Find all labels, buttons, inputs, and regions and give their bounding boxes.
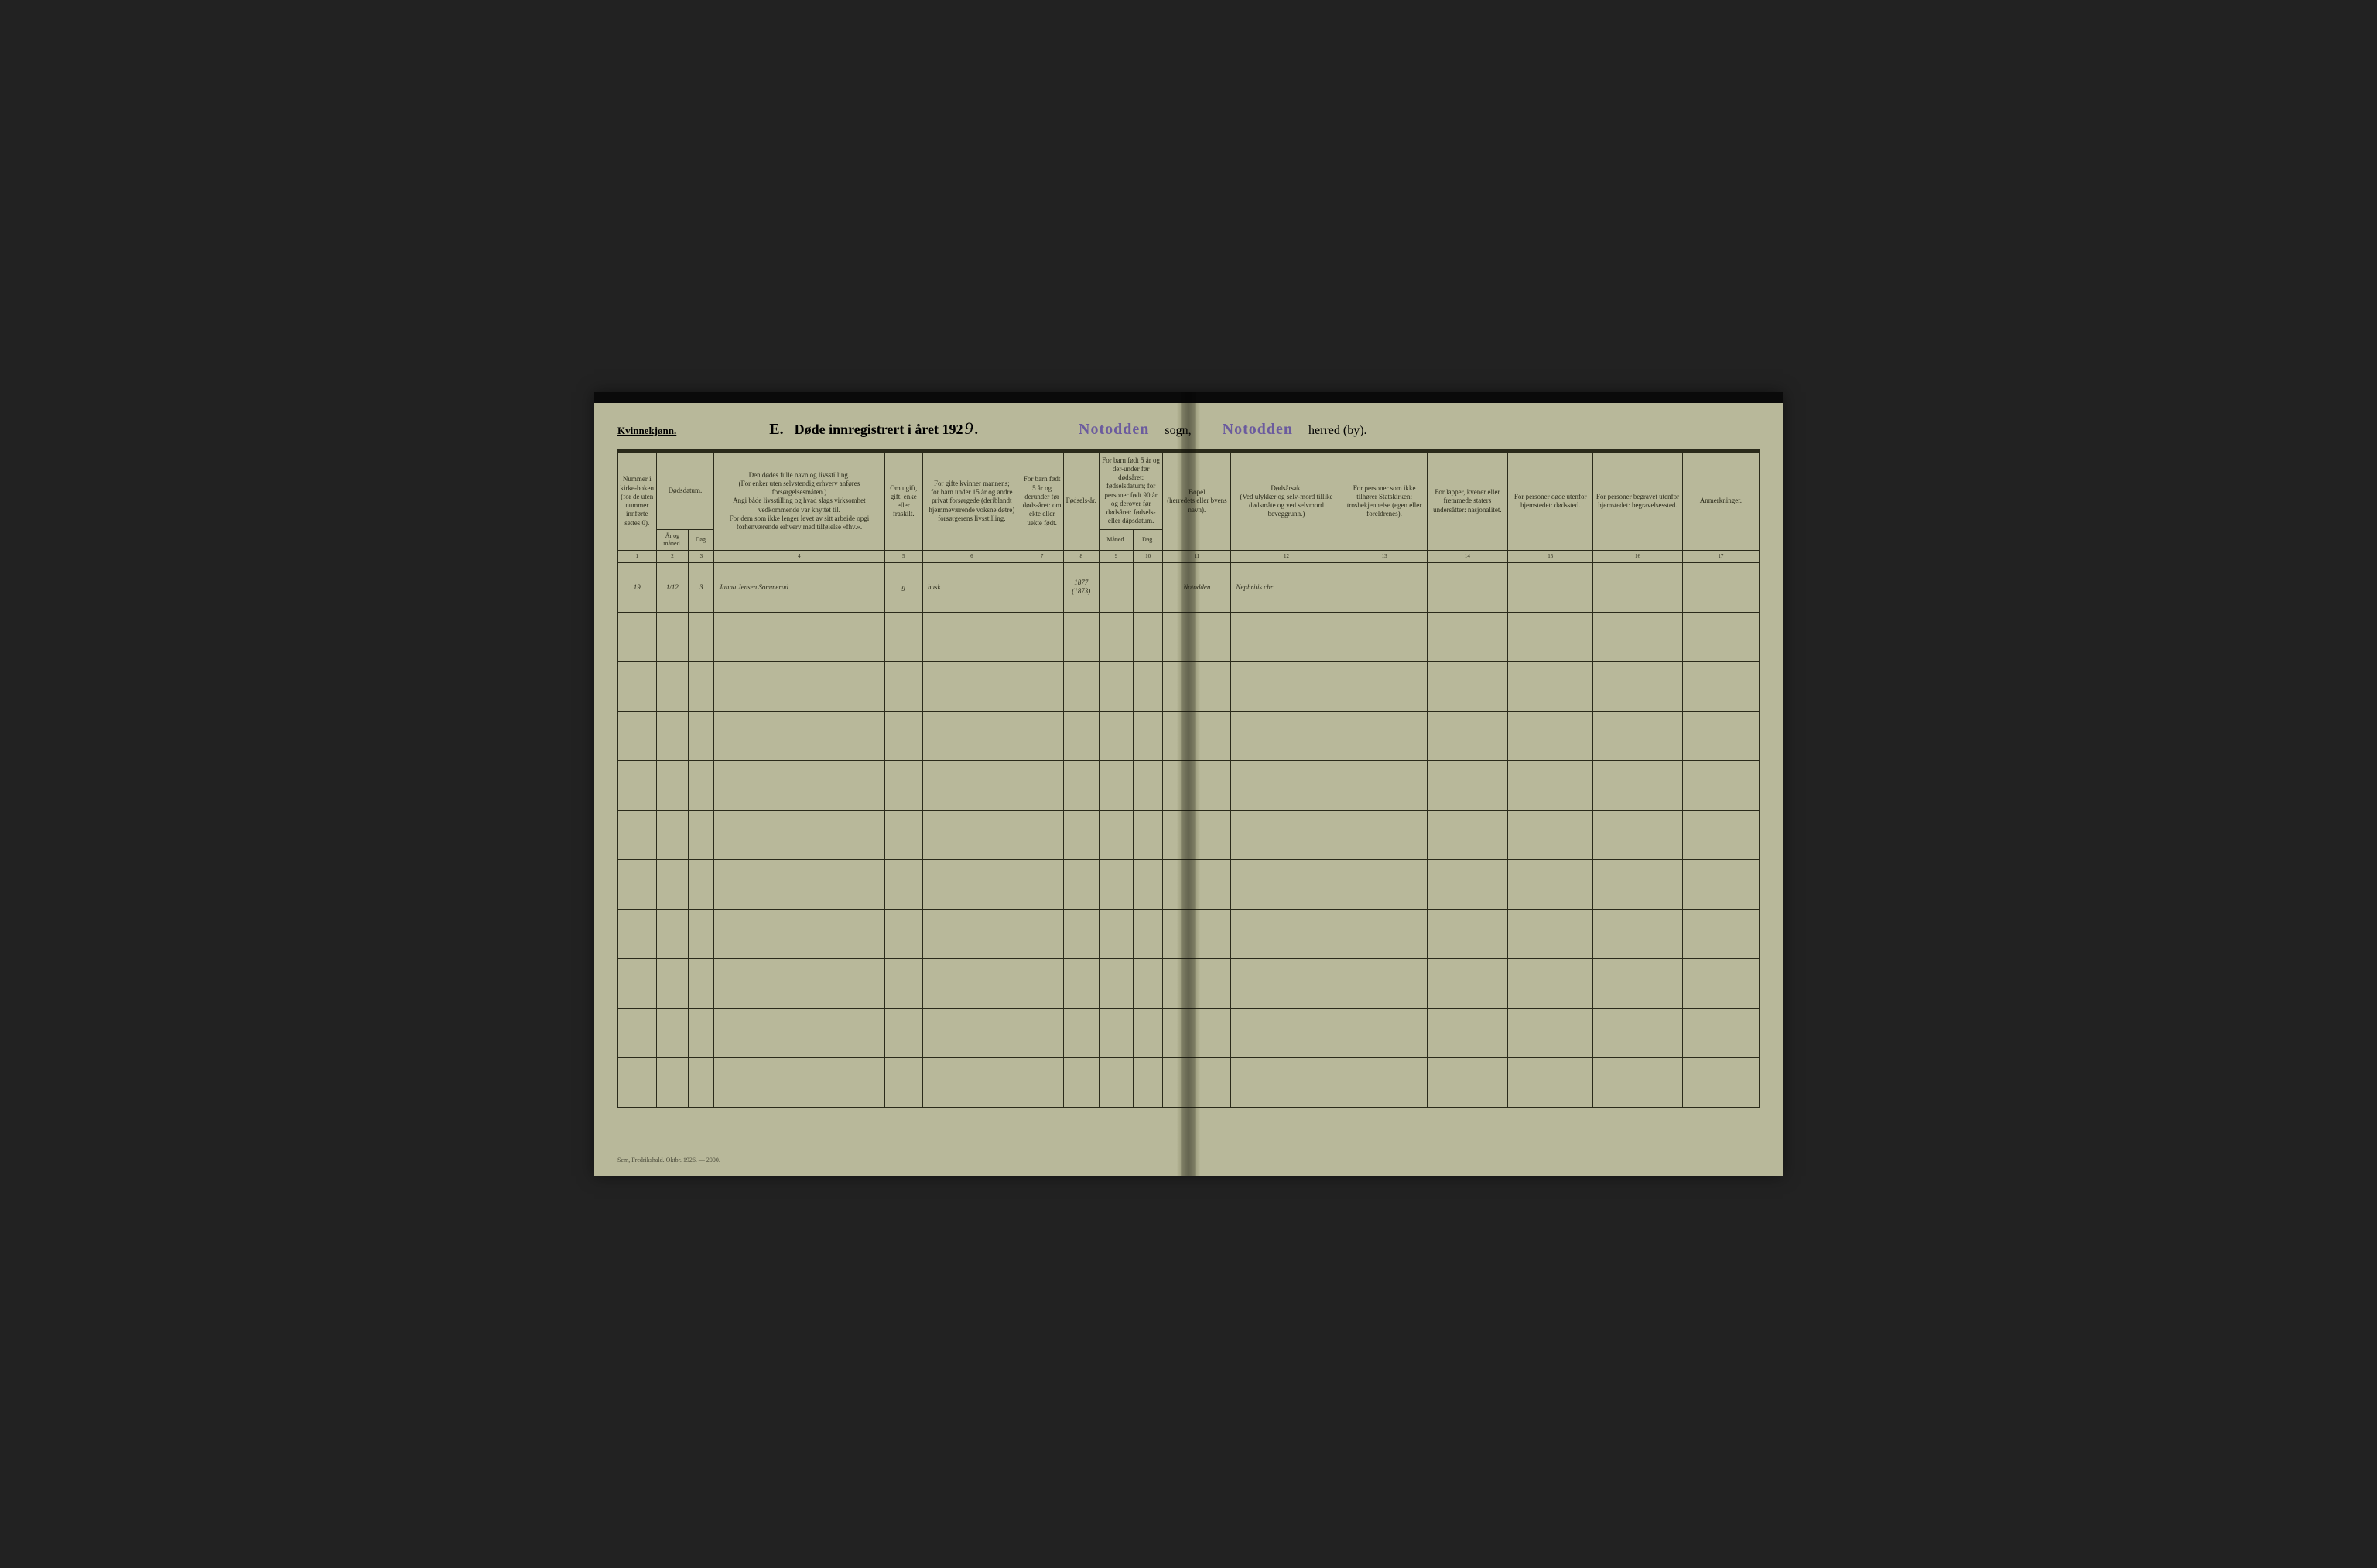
empty-row — [618, 661, 1760, 711]
entry-row: 19 1/12 3 Janna Jensen Sommerud g husk 1… — [618, 562, 1760, 612]
col-name: Den dødes fulle navn og livsstilling. (F… — [714, 453, 884, 551]
title-year-handwritten: 9 — [965, 418, 973, 439]
district-stamp: Notodden — [1223, 421, 1293, 439]
colnum: 17 — [1682, 551, 1759, 563]
table-body: 19 1/12 3 Janna Jensen Sommerud g husk 1… — [618, 562, 1760, 1107]
colnum: 1 — [618, 551, 657, 563]
empty-row — [618, 958, 1760, 1008]
colnum: 6 — [923, 551, 1021, 563]
col-deathplace: For personer døde utenfor hjemstedet: dø… — [1508, 453, 1593, 551]
empty-row — [618, 909, 1760, 958]
book-top-edge — [594, 392, 1783, 403]
colnum: 15 — [1508, 551, 1593, 563]
col-birth-day: Dag. — [1133, 530, 1163, 551]
gender-heading: Kvinnekjønn. — [617, 425, 676, 437]
col-legitimacy: For barn født 5 år og derunder før døds-… — [1021, 453, 1063, 551]
colnum: 16 — [1593, 551, 1683, 563]
title-prefix: Døde innregistrert i året 192 — [795, 422, 963, 438]
col-deathdate: Dødsdatum. — [656, 453, 714, 530]
col-number: Nummer i kirke-boken (for de uten nummer… — [618, 453, 657, 551]
entry-remarks — [1682, 562, 1759, 612]
colnum: 4 — [714, 551, 884, 563]
death-register-table: Nummer i kirke-boken (for de uten nummer… — [617, 452, 1760, 1108]
section-letter: E. — [769, 421, 783, 439]
entry-birth-month — [1099, 562, 1133, 612]
col-birth-month: Måned. — [1099, 530, 1133, 551]
entry-burialplace — [1593, 562, 1683, 612]
empty-row — [618, 711, 1760, 760]
entry-deathplace — [1508, 562, 1593, 612]
entry-day: 3 — [689, 562, 714, 612]
empty-row — [618, 1008, 1760, 1057]
table-header: Nummer i kirke-boken (for de uten nummer… — [618, 453, 1760, 563]
empty-row — [618, 1057, 1760, 1107]
col-marital: Om ugift, gift, enke eller fraskilt. — [884, 453, 923, 551]
col-faith: For personer som ikke tilhører Statskirk… — [1342, 453, 1427, 551]
colnum: 8 — [1063, 551, 1099, 563]
empty-row — [618, 760, 1760, 810]
empty-row — [618, 810, 1760, 859]
col-remarks: Anmerkninger. — [1682, 453, 1759, 551]
col-death-month: År og måned. — [656, 530, 689, 551]
col-death-day: Dag. — [689, 530, 714, 551]
colnum: 11 — [1163, 551, 1231, 563]
entry-status: g — [884, 562, 923, 612]
entry-cause: Nephritis chr — [1231, 562, 1342, 612]
colnum: 7 — [1021, 551, 1063, 563]
ledger-page: Kvinnekjønn. E. Døde innregistrert i åre… — [594, 392, 1783, 1176]
printer-footer: Sem, Fredrikshald. Oktbr. 1926. — 2000. — [617, 1156, 720, 1163]
col-residence: Bopel (herredets eller byens navn). — [1163, 453, 1231, 551]
colnum: 3 — [689, 551, 714, 563]
parish-stamp: Notodden — [1079, 421, 1149, 439]
colnum: 10 — [1133, 551, 1163, 563]
col-provider: For gifte kvinner mannens; for barn unde… — [923, 453, 1021, 551]
colnum: 2 — [656, 551, 689, 563]
col-burialplace: For personer begravet utenfor hjemstedet… — [1593, 453, 1683, 551]
sogn-label: sogn, — [1165, 424, 1191, 438]
entry-name: Janna Jensen Sommerud — [714, 562, 884, 612]
entry-born: 1877 (1873) — [1063, 562, 1099, 612]
entry-spouse: husk — [923, 562, 1021, 612]
entry-month: 1/12 — [656, 562, 689, 612]
empty-row — [618, 859, 1760, 909]
entry-number: 19 — [618, 562, 657, 612]
page-header: Kvinnekjønn. E. Døde innregistrert i åre… — [617, 408, 1760, 445]
col-birthyear: Fødsels-år. — [1063, 453, 1099, 551]
col-nationality: For lapper, kvener eller fremmede stater… — [1427, 453, 1508, 551]
colnum: 13 — [1342, 551, 1427, 563]
colnum: 14 — [1427, 551, 1508, 563]
title-suffix: . — [975, 422, 979, 438]
col-cause: Dødsårsak. (Ved ulykker og selv-mord til… — [1231, 453, 1342, 551]
colnum: 12 — [1231, 551, 1342, 563]
entry-faith — [1342, 562, 1427, 612]
entry-birth-day — [1133, 562, 1163, 612]
entry-nationality — [1427, 562, 1508, 612]
col-birthdate: For barn født 5 år og der-under før døds… — [1099, 453, 1163, 530]
entry-legitimacy — [1021, 562, 1063, 612]
entry-bopel: Notodden — [1163, 562, 1231, 612]
empty-row — [618, 612, 1760, 661]
colnum: 5 — [884, 551, 923, 563]
colnum: 9 — [1099, 551, 1133, 563]
herred-label: herred (by). — [1308, 424, 1367, 438]
